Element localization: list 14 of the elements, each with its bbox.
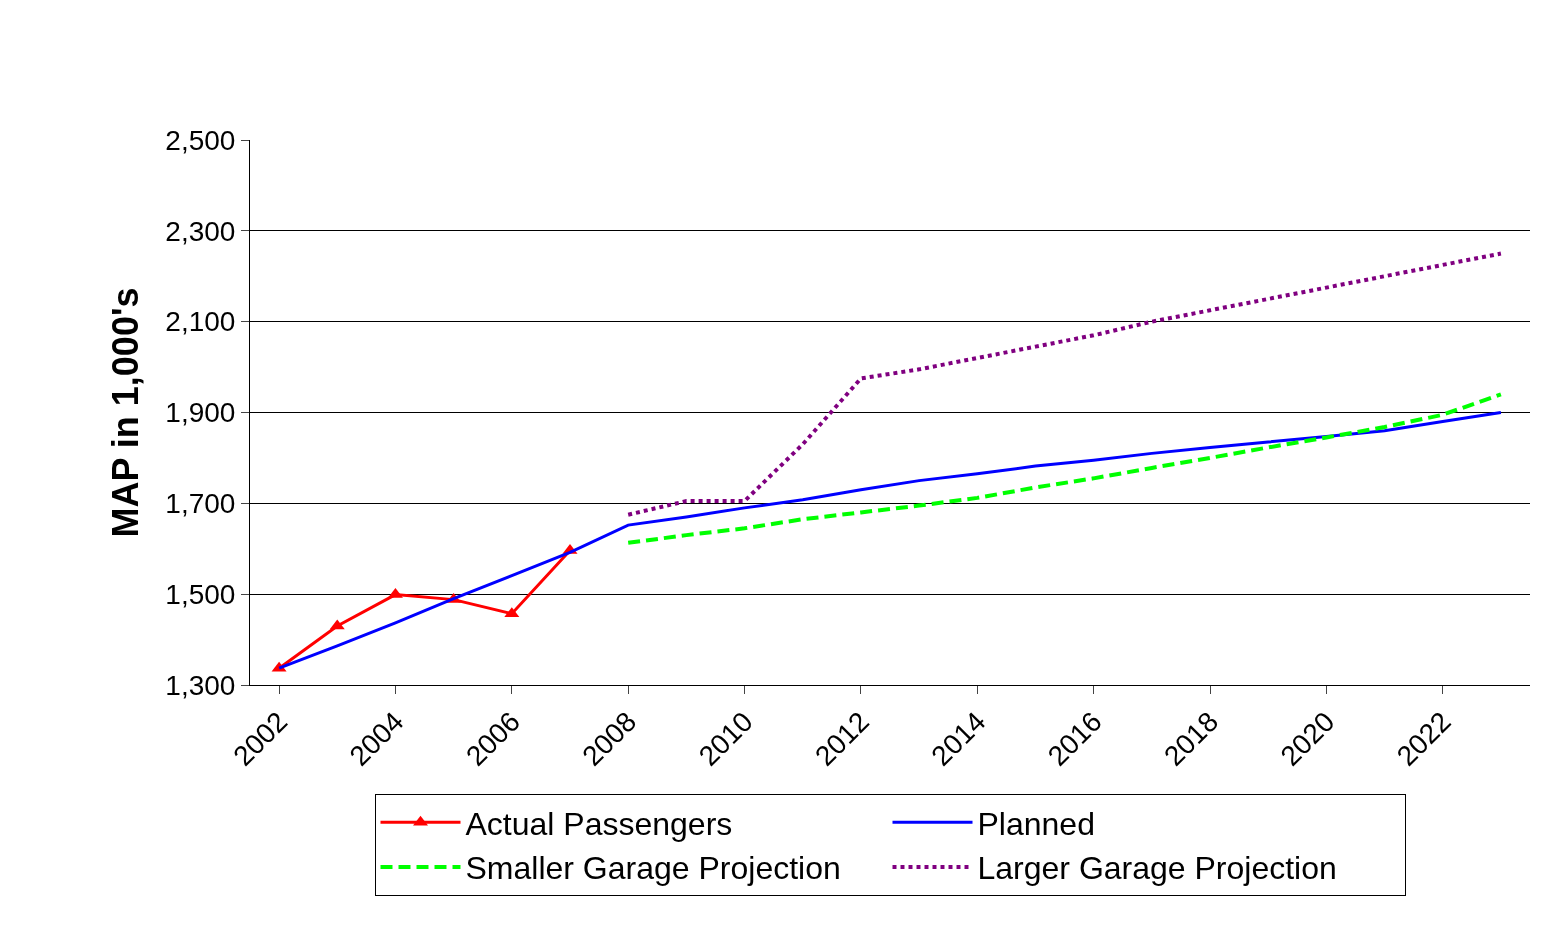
y-tick-label: 1,500	[165, 578, 236, 610]
line-series	[626, 251, 1503, 517]
y-tick-label: 2,500	[165, 124, 236, 156]
y-tick-label: 1,700	[165, 488, 236, 520]
legend-label: Actual Passengers	[465, 805, 733, 842]
legend-label: Larger Garage Projection	[977, 850, 1337, 887]
y-tick-label: 1,300	[165, 669, 236, 701]
y-axis-title: MAP in 1,000's	[105, 287, 147, 538]
y-tick-label: 1,900	[165, 397, 236, 429]
legend-label: Smaller Garage Projection	[465, 850, 841, 887]
legend-label: Planned	[977, 805, 1095, 842]
line-series	[626, 392, 1503, 545]
y-tick-label: 2,300	[165, 215, 236, 247]
y-tick-label: 2,100	[165, 306, 236, 338]
